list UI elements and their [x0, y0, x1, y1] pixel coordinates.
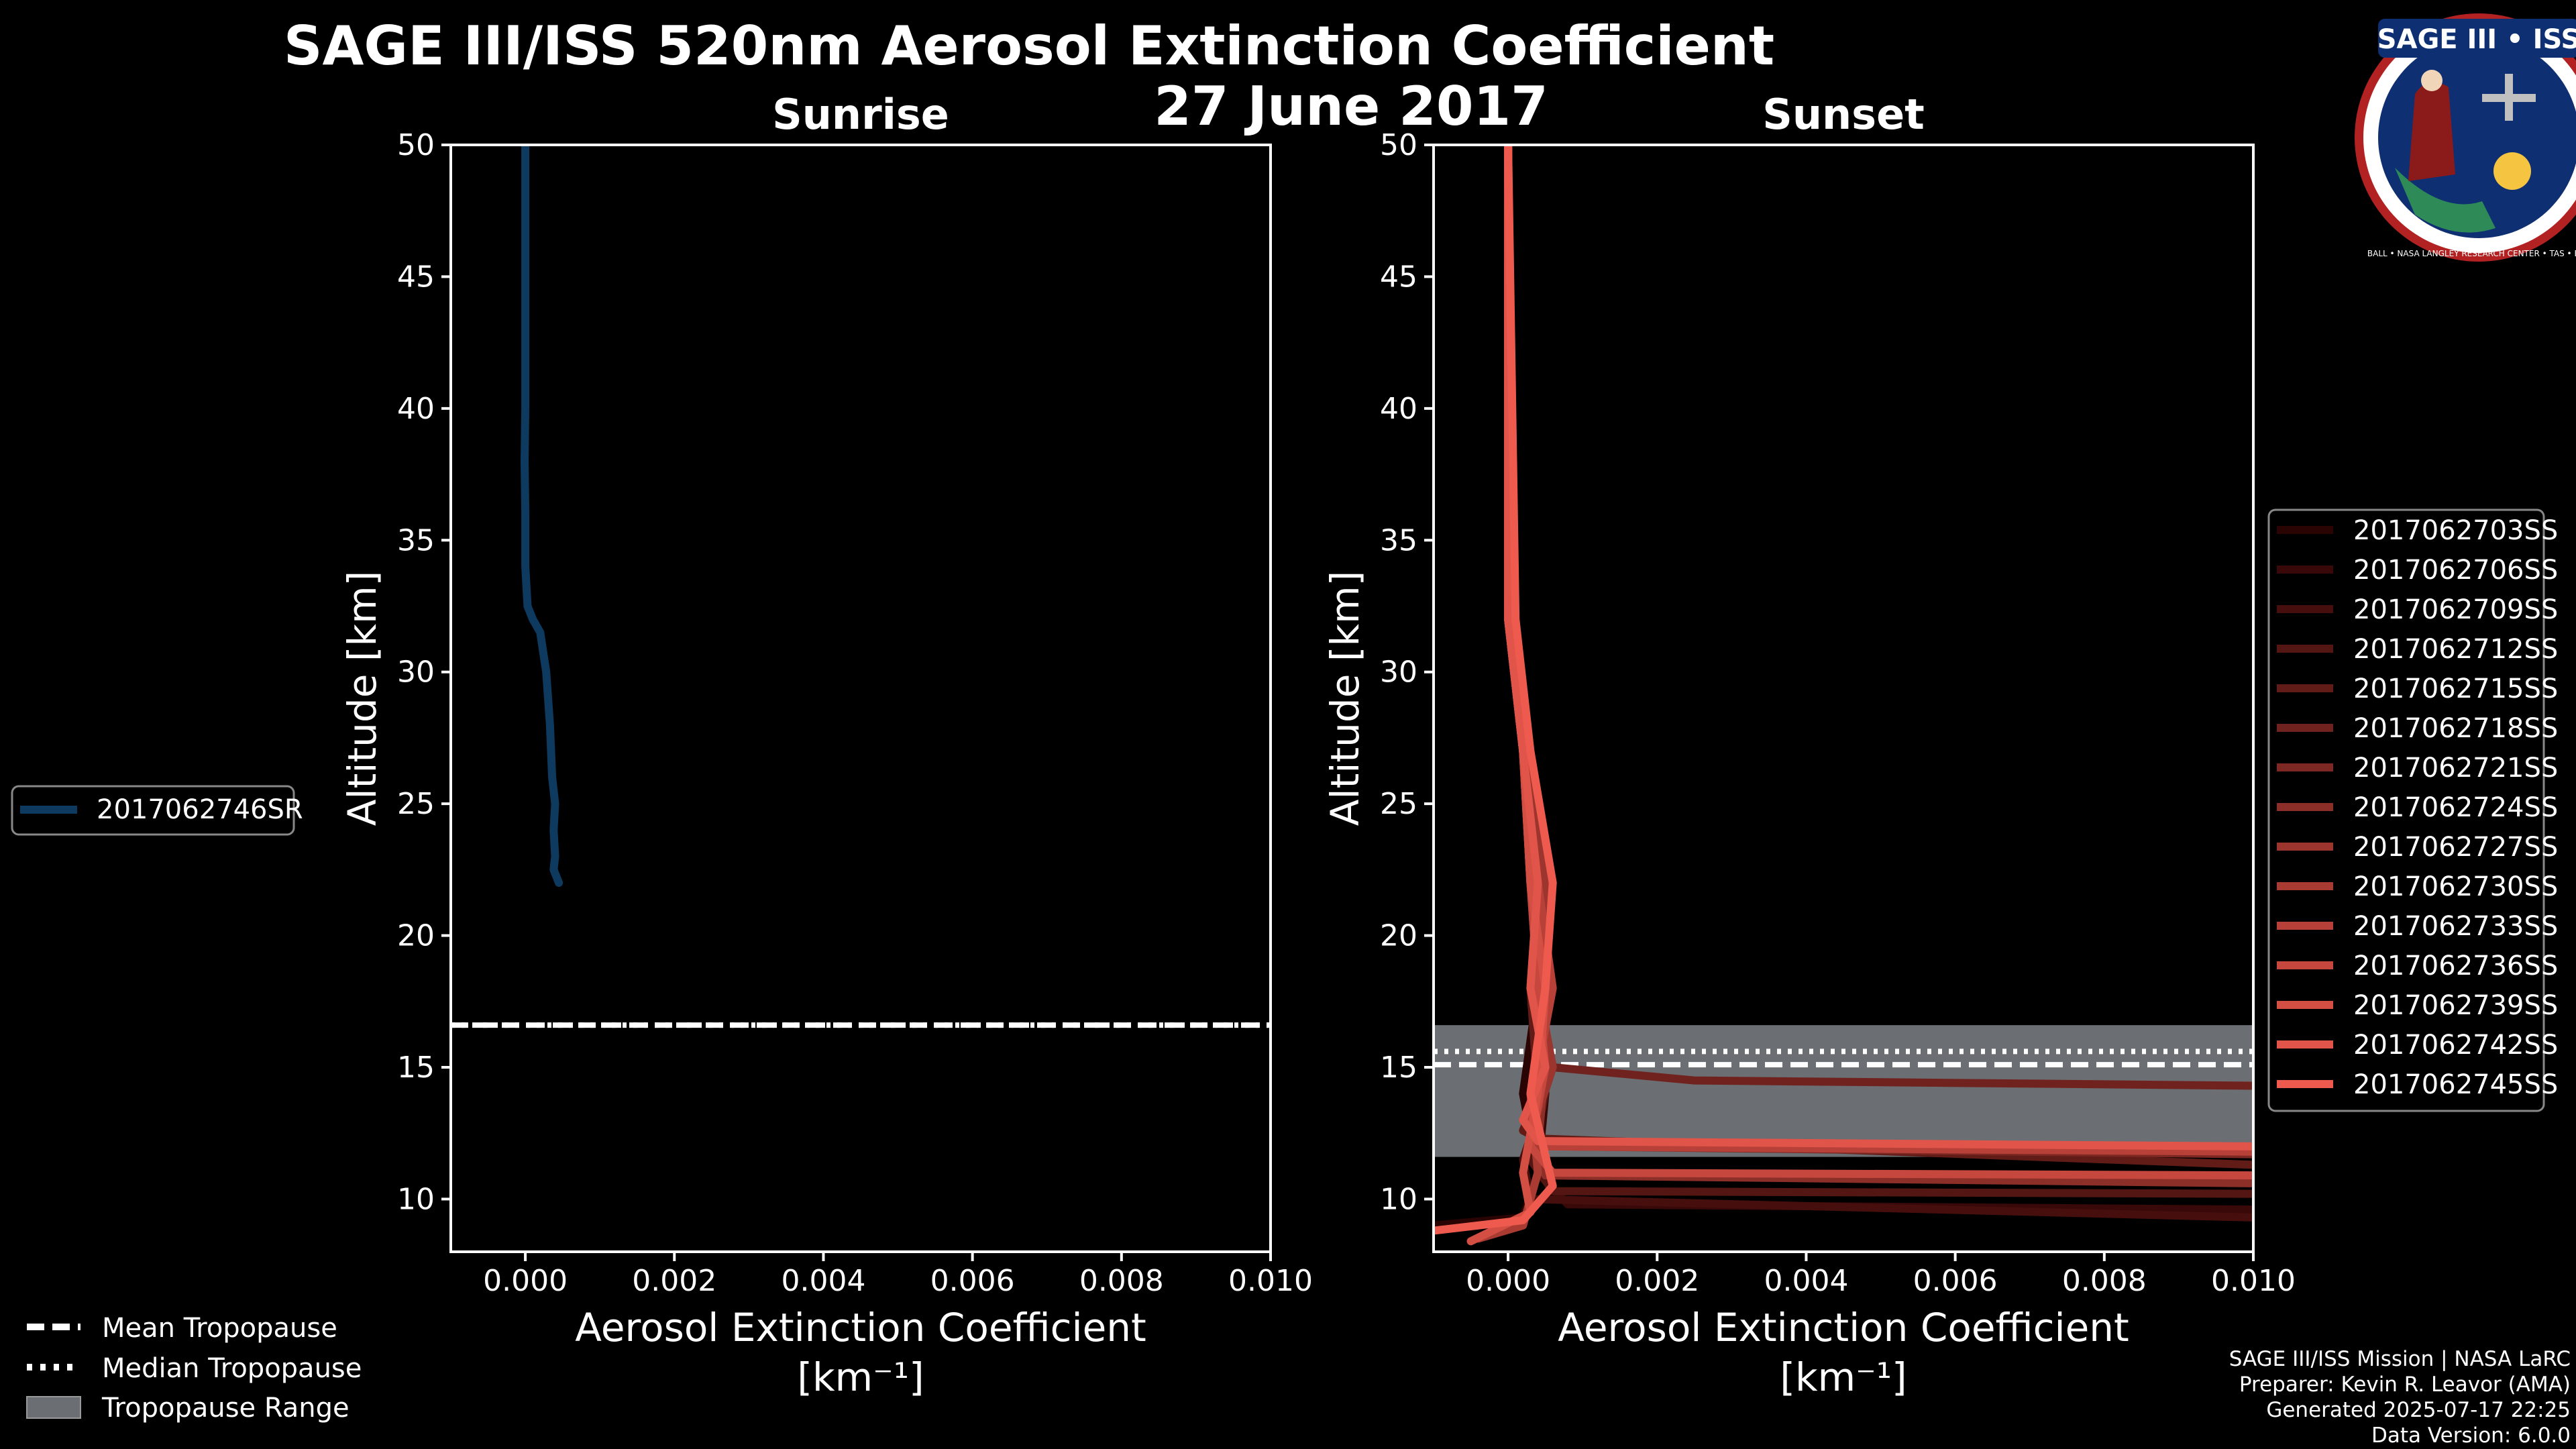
sunset-legend-label: 2017062727SS	[2353, 832, 2558, 863]
sunset-legend-label: 2017062715SS	[2353, 674, 2558, 704]
figure-date: 27 June 2017	[1154, 75, 1548, 138]
ss-ytick-label: 45	[1380, 260, 1417, 294]
ss-tropopause-range-band	[1434, 1025, 2253, 1157]
series-line-2017062736SS	[1504, 145, 2253, 1180]
sr-ytick-label: 45	[397, 260, 435, 294]
sr-xtick-label: 0.010	[1228, 1264, 1313, 1298]
sunrise-axes-frame	[449, 144, 1272, 1253]
sunrise-legend-label: 2017062746SR	[97, 794, 303, 825]
sunrise-legend: 2017062746SR	[11, 785, 303, 836]
sunrise-series-group	[521, 145, 564, 887]
sunset-legend-label: 2017062736SS	[2353, 951, 2558, 981]
series-line-2017062721SS	[1504, 145, 2253, 1159]
logo-text: SAGE III • ISS	[2377, 24, 2576, 55]
ss-xtick-label: 0.010	[2211, 1264, 2296, 1298]
footer-preparer: Preparer: Kevin R. Leavor (AMA)	[2239, 1373, 2571, 1397]
sunset-xlabel: Aerosol Extinction Coefficient	[1558, 1305, 2129, 1350]
sr-ytick-label: 30	[397, 655, 435, 690]
sr-ytick-label: 15	[397, 1051, 435, 1085]
sunset-tropopause-lines	[1434, 1049, 2253, 1068]
sr-xtick-label: 0.006	[930, 1264, 1015, 1298]
sunset-y-ticks: 10 15 20 25 30 35 40 45 50	[1380, 128, 1434, 1216]
sunset-legend-label: 2017062709SS	[2353, 594, 2558, 625]
ss-ytick-label: 30	[1380, 655, 1417, 690]
ss-ytick-label: 20	[1380, 919, 1417, 953]
sr-ytick-label: 50	[397, 128, 435, 162]
ss-xtick-label: 0.008	[2062, 1264, 2147, 1298]
sunset-axes-frame	[1432, 144, 2255, 1253]
sunset-legend-label: 2017062745SS	[2353, 1069, 2558, 1100]
ss-ytick-label: 15	[1380, 1051, 1417, 1085]
series-line-2017062727SS	[1504, 145, 2253, 1153]
sunrise-panel-title: Sunrise	[772, 90, 949, 139]
sunrise-legend-frame	[11, 785, 295, 836]
sr-xtick-label: 0.008	[1079, 1264, 1164, 1298]
sunrise-ylabel: Altitude [km]	[339, 571, 385, 826]
ss-xtick-label: 0.004	[1764, 1264, 1848, 1298]
sunset-legend-label: 2017062712SS	[2353, 634, 2558, 665]
ss-ytick-label: 40	[1380, 392, 1417, 426]
sunrise-xlabel: Aerosol Extinction Coefficient	[575, 1305, 1146, 1350]
ss-ytick-label: 25	[1380, 787, 1417, 821]
footer-credits: SAGE III/ISS Mission | NASA LaRC Prepare…	[2229, 1347, 2571, 1448]
footer-generated: Generated 2025-07-17 22:25	[2266, 1398, 2571, 1422]
series-line-2017062718SS	[1504, 145, 2253, 1090]
sunset-legend-label: 2017062730SS	[2353, 871, 2558, 902]
sunset-xlabel-units: [km⁻¹]	[1780, 1354, 1907, 1400]
sr-ytick-label: 10	[397, 1182, 435, 1216]
ss-ytick-label: 10	[1380, 1182, 1417, 1216]
series-line-2017062733SS	[1504, 145, 2253, 1156]
sunset-tropopause-range	[1434, 1025, 2253, 1157]
footer-mission: SAGE III/ISS Mission | NASA LaRC	[2229, 1347, 2571, 1371]
sunset-x-ticks: 0.000 0.002 0.004 0.006 0.008 0.010	[1466, 1252, 2296, 1298]
ss-ytick-label: 35	[1380, 523, 1417, 557]
tropopause-legend: Mean Tropopause Median Tropopause Tropop…	[26, 1313, 362, 1424]
sr-ytick-label: 40	[397, 392, 435, 426]
sunset-legend-label: 2017062742SS	[2353, 1030, 2558, 1061]
series-line-2017062745SS	[1434, 145, 1557, 1235]
sr-ytick-label: 35	[397, 523, 435, 557]
sr-ytick-label: 25	[397, 787, 435, 821]
sr-ytick-label: 20	[397, 919, 435, 953]
sunset-legend-label: 2017062733SS	[2353, 911, 2558, 942]
tropopause-range-swatch	[26, 1396, 81, 1419]
sunset-legend: 2017062703SS 2017062706SS 2017062709SS 2017…	[2267, 508, 2558, 1112]
series-line-2017062746SR	[521, 145, 564, 887]
ss-xtick-label: 0.000	[1466, 1264, 1550, 1298]
sunset-ylabel: Altitude [km]	[1322, 571, 1368, 826]
logo-ring-text: BALL • NASA LANGLEY RESEARCH CENTER • TA…	[2367, 249, 2576, 258]
sunset-panel-title: Sunset	[1762, 90, 1925, 139]
sunset-legend-label: 2017062703SS	[2353, 515, 2558, 546]
sunset-legend-label: 2017062718SS	[2353, 713, 2558, 744]
sr-xtick-label: 0.000	[483, 1264, 568, 1298]
sr-xtick-label: 0.004	[781, 1264, 865, 1298]
sunset-series-group	[1434, 145, 2253, 1246]
mean-tropopause-label: Mean Tropopause	[102, 1313, 337, 1344]
ss-xtick-label: 0.002	[1615, 1264, 1699, 1298]
sunrise-x-ticks: 0.000 0.002 0.004 0.006 0.008 0.010	[483, 1252, 1313, 1298]
sunset-legend-label: 2017062739SS	[2353, 990, 2558, 1021]
ss-xtick-label: 0.006	[1913, 1264, 1998, 1298]
sr-xtick-label: 0.002	[632, 1264, 716, 1298]
sage-iss-mission-logo: SAGE III • ISS BALL • NASA LANGLEY RESEA…	[2355, 13, 2576, 262]
series-line-2017062715SS	[1504, 145, 2253, 1169]
sunset-legend-label: 2017062724SS	[2353, 792, 2558, 823]
sunrise-xlabel-units: [km⁻¹]	[797, 1354, 924, 1400]
series-line-2017062742SS	[1504, 145, 2253, 1150]
median-tropopause-label: Median Tropopause	[102, 1353, 362, 1384]
sunset-legend-label: 2017062721SS	[2353, 753, 2558, 784]
footer-data-version: Data Version: 6.0.0	[2371, 1424, 2571, 1448]
sunrise-y-ticks: 10 15 20 25 30 35 40 45 50	[397, 128, 451, 1216]
figure-title: SAGE III/ISS 520nm Aerosol Extinction Co…	[284, 15, 1774, 77]
sunset-legend-frame	[2267, 508, 2545, 1112]
tropopause-range-label: Tropopause Range	[101, 1393, 350, 1424]
ss-ytick-label: 50	[1380, 128, 1417, 162]
sunset-legend-label: 2017062706SS	[2353, 555, 2558, 586]
